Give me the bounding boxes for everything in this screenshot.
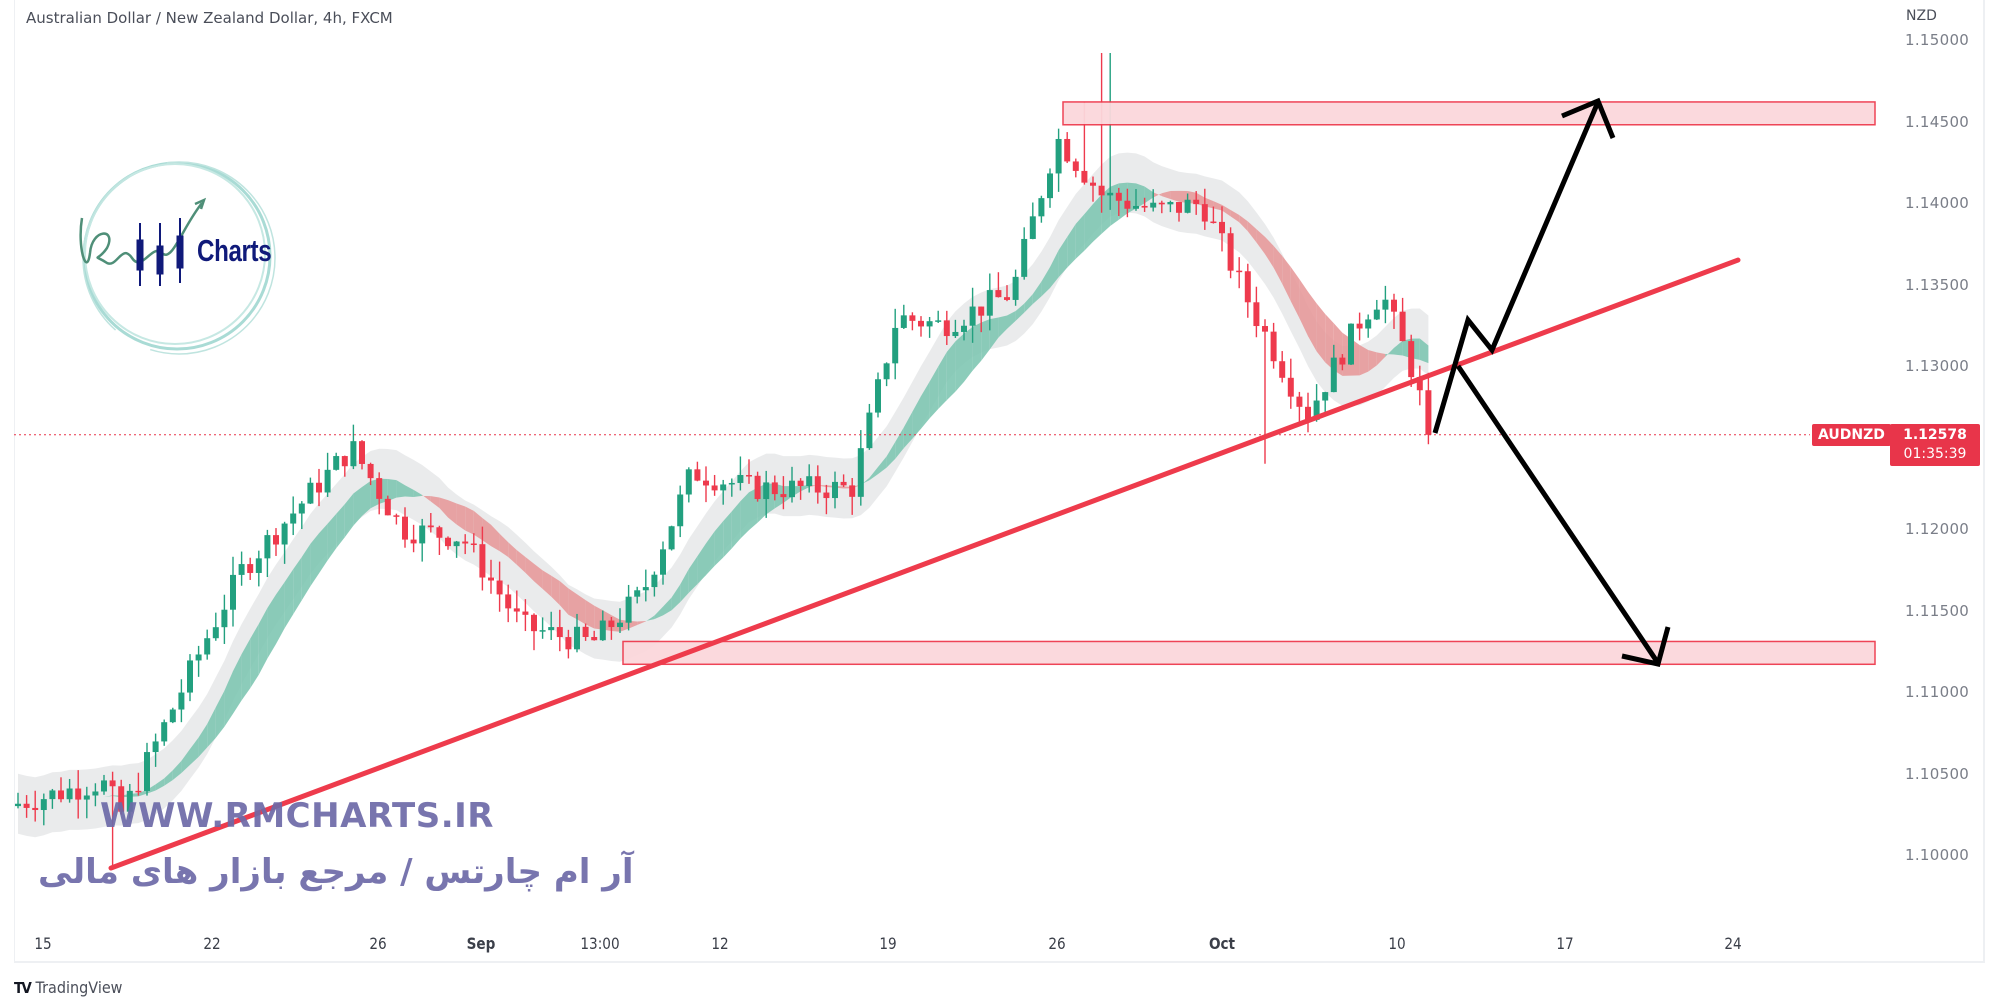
time-axis-label: 12 [711,934,729,953]
time-axis-label: 19 [879,934,897,953]
price-axis-label: 1.10000 [1905,846,1970,864]
chart-frame [14,0,1985,963]
candle-glyphs [136,218,184,286]
chart-title: Australian Dollar / New Zealand Dollar, … [26,9,393,27]
tradingview-brand[interactable]: TV TradingView [14,978,122,997]
time-axis-label: 10 [1388,934,1406,953]
price-axis-label: 1.11500 [1905,601,1970,620]
ascending-trendline[interactable] [108,257,1741,871]
candlestick-series [15,53,1432,869]
price-axis-label: 1.11000 [1905,683,1970,701]
time-axis-label: 24 [1724,934,1742,953]
up-arrowhead-icon [1561,97,1616,139]
logo-text: Charts [197,233,272,268]
watermark-url: WWW.RMCHARTS.IR [100,796,494,836]
bullish-scenario-arrow[interactable] [1432,101,1601,434]
rm-charts-logo [79,161,276,355]
tradingview-label: TradingView [35,978,123,997]
price-axis-label: 1.13000 [1905,357,1970,375]
price-axis-label: 1.13500 [1905,275,1970,294]
currency-label: NZD [1906,8,1937,24]
bearish-scenario-arrow[interactable] [1455,364,1661,665]
last-price-tag: 1.12578 01:35:39 [1890,424,1980,466]
support-zone[interactable] [622,640,1876,666]
watermark-persian: آر ام چارتس / مرجع بازار های مالی [38,852,634,892]
time-axis-label: 26 [369,934,387,953]
time-axis-label: Oct [1208,934,1236,953]
price-axis-label: 1.12000 [1905,520,1970,538]
bar-countdown: 01:35:39 [1903,446,1967,462]
resistance-zone[interactable] [1062,101,1876,126]
time-axis-label: 26 [1048,934,1066,953]
time-axis-label: 17 [1556,934,1574,953]
price-axis-label: 1.14000 [1905,194,1970,212]
price-axis-label: 1.15000 [1905,31,1970,49]
down-arrowhead-icon [1621,626,1671,667]
zones[interactable] [622,101,1876,666]
price-axis-label: 1.14500 [1905,112,1970,131]
indicator-ribbon [18,182,1429,808]
time-axis-label: Sep [466,934,496,953]
price-axis-label: 1.10500 [1905,764,1970,783]
time-axis-label: 22 [203,934,221,953]
tradingview-logo-icon: TV [14,978,32,997]
time-axis-label: 15 [34,934,52,953]
last-price-value: 1.12578 [1903,427,1967,443]
time-axis-label: 13:00 [580,934,620,953]
scenario-arrows[interactable] [1432,97,1671,667]
symbol-tag: AUDNZD [1812,424,1891,446]
